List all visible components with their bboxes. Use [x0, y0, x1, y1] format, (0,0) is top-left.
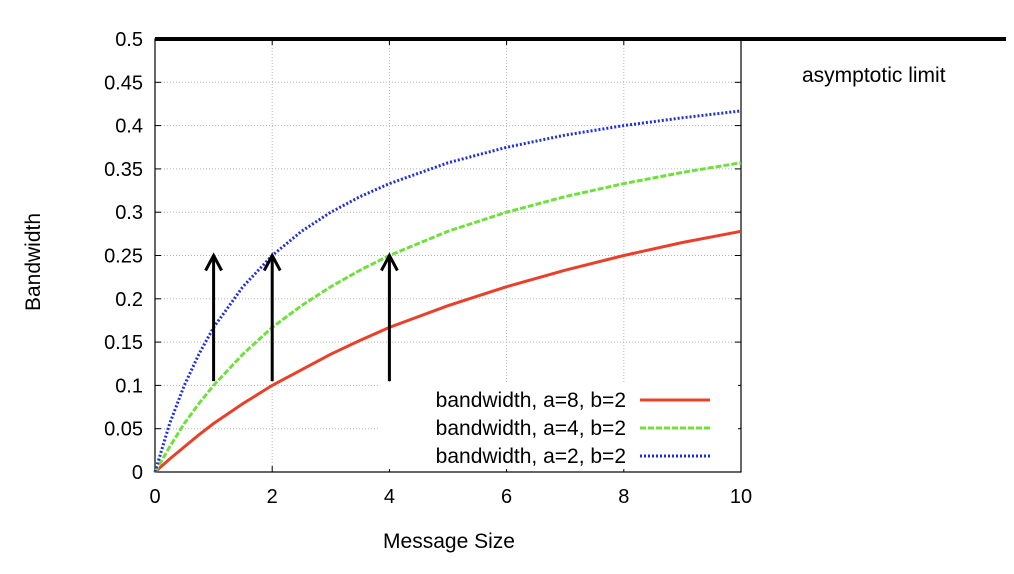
arrow-head-2 — [262, 252, 282, 272]
x-tick-label: 4 — [384, 486, 395, 508]
series-group — [153, 109, 742, 474]
x-tick-label: 8 — [618, 486, 629, 508]
legend: bandwidth, a=8, b=2 bandwidth, a=4, b=2 ba… — [378, 383, 738, 469]
y-tick-label: 0 — [132, 462, 143, 484]
y-tick-label: 0.15 — [104, 332, 143, 354]
y-tick-label: 0.1 — [115, 375, 143, 397]
y-axis: 0 0.05 0.1 0.15 0.2 0.25 0.3 0.35 0.4 0.45 0.5 — [104, 29, 741, 484]
y-tick-label: 0.05 — [104, 419, 143, 441]
x-tick-label: 6 — [501, 486, 512, 508]
series-line-1 — [154, 229, 742, 474]
legend-label-1: bandwidth, a=8, b=2 — [436, 389, 626, 412]
series-line-2 — [153, 161, 742, 473]
x-tick-label: 10 — [730, 486, 752, 508]
arrows-group — [204, 252, 399, 382]
y-tick-label: 0.35 — [104, 159, 143, 181]
y-tick-label: 0.2 — [115, 289, 143, 311]
legend-label-3: bandwidth, a=2, b=2 — [436, 445, 626, 468]
x-tick-label: 2 — [267, 486, 278, 508]
arrow-head-1 — [204, 252, 223, 272]
reference-line-label: asymptotic limit — [802, 64, 946, 87]
x-axis-title: Message Size — [383, 530, 515, 553]
x-tick-label: 0 — [149, 486, 160, 508]
y-axis-title: Bandwidth — [22, 213, 45, 311]
y-tick-label: 0.25 — [104, 246, 143, 268]
arrow-head-3 — [380, 252, 399, 272]
y-tick-label: 0.3 — [115, 202, 143, 224]
y-tick-label: 0.5 — [115, 29, 143, 51]
legend-label-2: bandwidth, a=4, b=2 — [436, 417, 626, 440]
x-axis: 0 2 4 6 8 10 — [149, 39, 752, 508]
y-tick-label: 0.4 — [115, 116, 143, 138]
y-tick-label: 0.45 — [104, 72, 143, 94]
